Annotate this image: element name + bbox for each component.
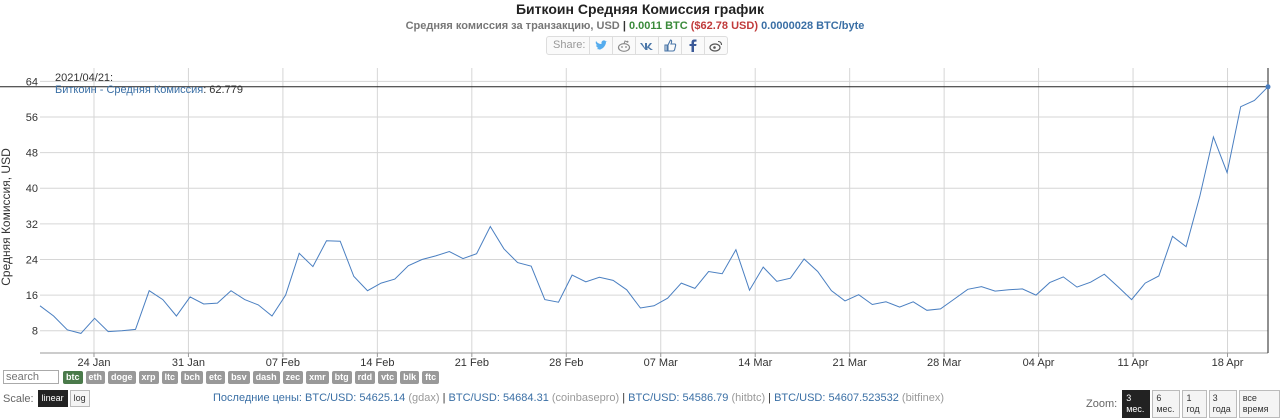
coin-bsv[interactable]: bsv (228, 370, 250, 384)
price-pair[interactable]: BTC/USD: 54625.14 (305, 392, 409, 404)
coin-btc[interactable]: btc (63, 370, 83, 384)
facebook-icon[interactable] (682, 37, 706, 54)
twitter-icon[interactable] (590, 37, 614, 54)
price-separator: | (765, 392, 775, 404)
y-tick-label: 32 (26, 219, 38, 231)
y-tick-label: 40 (26, 183, 38, 195)
price-list: BTC/USD: 54625.14 (gdax) | BTC/USD: 5468… (305, 392, 944, 404)
share-label: Share: (547, 37, 591, 54)
subtitle-label: Средняя комиссия за транзакцию, USD (405, 20, 620, 32)
coin-vtc[interactable]: vtc (378, 370, 398, 384)
like-icon[interactable] (659, 37, 683, 54)
coin-bch[interactable]: bch (181, 370, 204, 384)
price-pair[interactable]: BTC/USD: 54684.31 (448, 392, 552, 404)
y-tick-label: 48 (26, 148, 38, 160)
y-tick-label: 56 (26, 112, 38, 124)
y-tick-label: 24 (26, 254, 38, 266)
zoom-option-1-button[interactable]: 6 мес. (1152, 390, 1181, 418)
fee-series-line (39, 86, 1269, 334)
coin-list: btc eth doge xrp ltc bch etc bsv dash zec xmr btg rd… (63, 370, 442, 384)
y-tick-label: 16 (26, 290, 38, 302)
reddit-icon[interactable] (613, 37, 637, 54)
coin-xrp[interactable]: xrp (138, 370, 159, 384)
x-tick-label: 04 Apr (1023, 357, 1055, 369)
tooltip-series: Биткоин - Средняя Комиссия (55, 84, 203, 96)
tooltip-date: 2021/04/21: (55, 72, 113, 84)
last-data-point (1265, 84, 1271, 90)
y-axis-title: Средняя Комиссия, USD (0, 148, 13, 286)
x-tick-label: 18 Apr (1212, 357, 1244, 369)
price-pair[interactable]: BTC/USD: 54607.523532 (774, 392, 902, 404)
price-source: (hitbtc) (731, 392, 766, 404)
price-source: (coinbasepro) (551, 392, 620, 404)
tooltip-value: : 62.779 (203, 84, 243, 96)
x-tick-label: 28 Mar (927, 357, 962, 369)
zoom-option-3-button[interactable]: 3 года (1208, 390, 1237, 418)
coin-xmr[interactable]: xmr (306, 370, 329, 384)
page-title: Биткоин Средняя Комиссия график (515, 1, 764, 17)
scale-label: Scale: (3, 392, 34, 405)
weibo-icon[interactable] (705, 37, 727, 54)
x-tick-label: 28 Feb (549, 357, 583, 369)
share-bar: Share: (546, 36, 729, 55)
coin-dash[interactable]: dash (252, 370, 280, 384)
coin-doge[interactable]: doge (108, 370, 136, 384)
price-separator: | (439, 392, 449, 404)
chart-subtitle: Средняя комиссия за транзакцию, USD | 0.… (0, 20, 1270, 32)
y-axis: 8 16 24 32 40 48 56 64 (26, 76, 38, 337)
x-tick-label: 07 Mar (644, 357, 679, 369)
coin-ftc[interactable]: ftc (422, 370, 440, 384)
scale-linear-button[interactable]: linear (37, 390, 68, 407)
chart-grid (40, 68, 1268, 353)
x-tick-label: 14 Feb (360, 357, 394, 369)
tooltip-value-line: Биткоин - Средняя Комиссия: 62.779 (55, 84, 243, 96)
zoom-options: 3 мес. 6 мес. 1 год 3 года все время (1120, 390, 1280, 418)
scale-options: linear log (36, 390, 90, 407)
x-tick-label: 21 Feb (455, 357, 489, 369)
x-tick-label: 31 Jan (172, 357, 205, 369)
coin-selector: btcethdogexrpltcbchetcbsvdashzecxmrbtgrd… (3, 370, 442, 384)
scale-selector: Scale: linear log (3, 390, 90, 407)
x-tick-label: 24 Jan (77, 357, 110, 369)
fee-btc: 0.0011 BTC (628, 20, 688, 32)
zoom-option-0-button[interactable]: 3 мес. (1122, 390, 1151, 418)
vk-icon[interactable] (636, 37, 660, 54)
x-tick-label: 14 Mar (738, 357, 773, 369)
coin-eth[interactable]: eth (85, 370, 105, 384)
fee-usd: ($62.78 USD) (690, 20, 758, 32)
search-input[interactable] (3, 370, 59, 384)
x-tick-label: 21 Mar (833, 357, 868, 369)
zoom-label: Zoom: (1086, 398, 1118, 410)
fee-per-byte: 0.0000028 BTC/byte (761, 20, 865, 32)
subtitle-separator: | (622, 20, 626, 32)
coin-blk[interactable]: blk (400, 370, 420, 384)
coin-ltc[interactable]: ltc (161, 370, 179, 384)
latest-prices: Последние цены: BTC/USD: 54625.14 (gdax)… (213, 392, 944, 404)
y-tick-label: 8 (32, 326, 38, 338)
x-axis: 24 Jan 31 Jan 07 Feb 14 Feb 21 Feb 28 Feb 07 M… (77, 353, 1244, 369)
coin-zec[interactable]: zec (282, 370, 304, 384)
coin-btg[interactable]: btg (331, 370, 352, 384)
coin-etc[interactable]: etc (206, 370, 226, 384)
x-tick-label: 07 Feb (266, 357, 300, 369)
price-separator: | (619, 392, 629, 404)
scale-log-button[interactable]: log (69, 390, 90, 407)
y-tick-label: 64 (26, 76, 38, 88)
prices-label: Последние цены: (213, 392, 302, 404)
price-pair[interactable]: BTC/USD: 54586.79 (628, 392, 732, 404)
zoom-option-2-button[interactable]: 1 год (1182, 390, 1207, 418)
zoom-option-4-button[interactable]: все время (1238, 390, 1280, 418)
zoom-selector: Zoom: 3 мес. 6 мес. 1 год 3 года все время (1086, 390, 1280, 418)
price-source: (gdax) (408, 392, 440, 404)
price-source: (bitfinex) (901, 392, 945, 404)
coin-rdd[interactable]: rdd (354, 370, 376, 384)
x-tick-label: 11 Apr (1118, 357, 1149, 369)
